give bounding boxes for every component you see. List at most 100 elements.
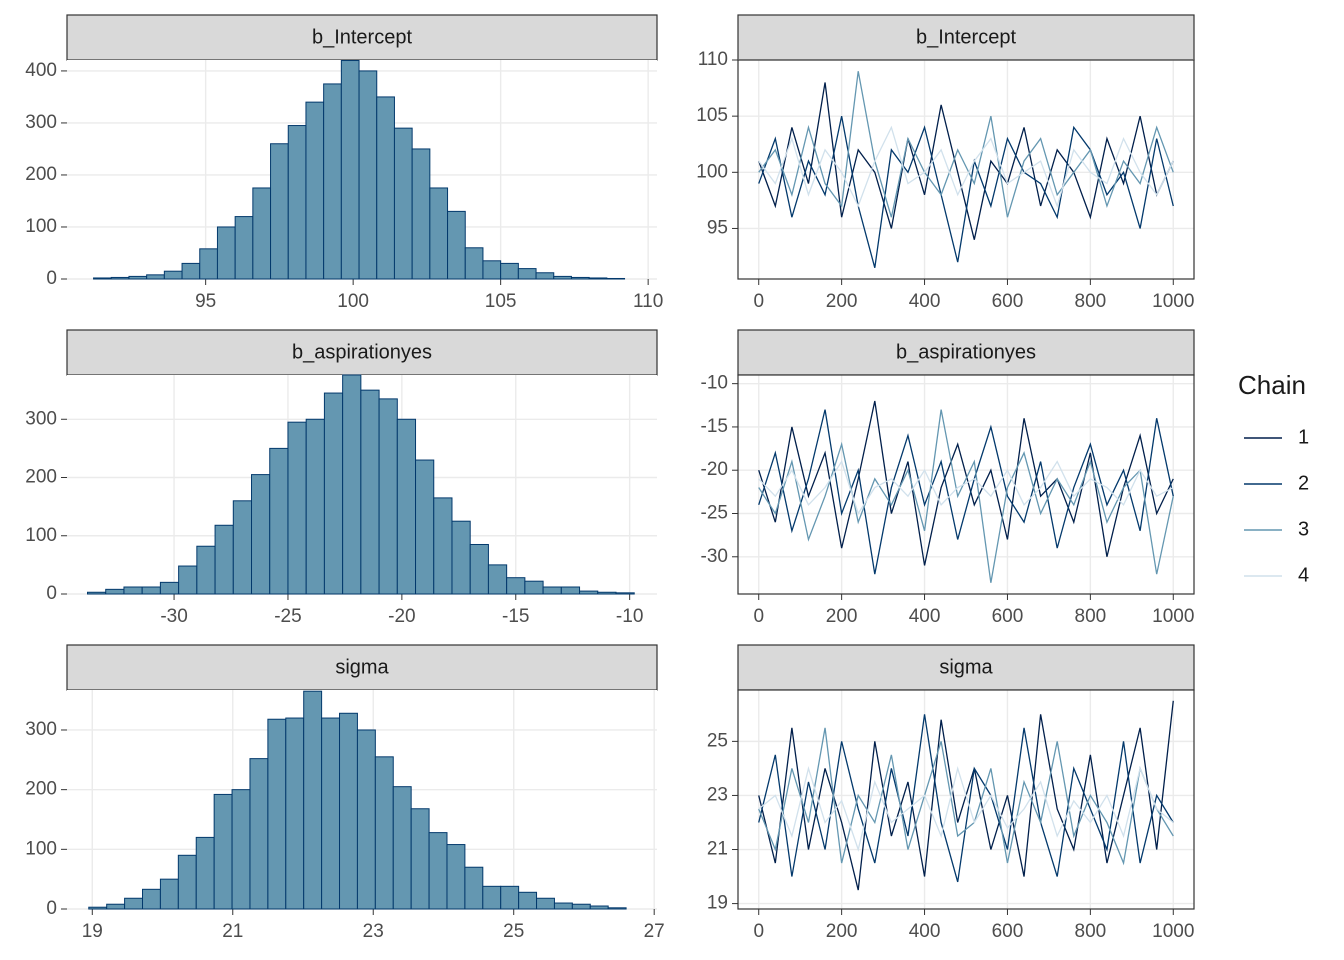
trace-line [758,460,1174,516]
x-tick-label: -30 [160,606,187,627]
y-tick-label: 200 [25,467,57,488]
histogram-bar [360,389,380,595]
x-tick-label: -25 [274,606,301,627]
panel-title: sigma [335,656,389,678]
histogram-bar [252,187,272,280]
x-tick-label: 1000 [1152,921,1194,942]
histogram-bar [464,866,484,910]
histogram-bar [267,718,287,910]
histogram-bar [356,729,376,910]
histogram-bar [553,275,572,280]
trace-line [758,400,1174,566]
histogram-bar [232,500,253,595]
histogram-bar [571,903,591,910]
histogram-bar [196,545,216,595]
y-tick-label: -20 [701,459,728,480]
histogram-bar [415,459,435,595]
x-tick-label: 800 [1075,921,1107,942]
histogram-bar [607,907,627,910]
histogram-bar [146,274,165,280]
histogram-bar [305,418,325,595]
x-tick-label: 600 [992,291,1024,312]
x-tick-label: 100 [337,291,369,312]
x-tick-label: 400 [909,921,941,942]
y-tick-label: 0 [46,583,57,604]
trace-line [758,765,1174,852]
histogram-bar [410,808,430,910]
trace-line [758,71,1174,218]
x-tick-label: 800 [1075,291,1107,312]
trace-line [758,125,1174,209]
histogram-bar [287,125,307,280]
histogram-bar [615,592,635,595]
x-tick-label: 200 [826,921,858,942]
y-tick-label: 110 [698,49,728,70]
y-tick-label: 21 [707,839,728,860]
histogram-bar [214,524,234,595]
trace-line [758,409,1174,583]
histogram-bar [506,577,526,595]
histogram-bar [303,690,323,910]
x-tick-label: 21 [222,921,243,942]
y-tick-label: 95 [707,217,728,238]
histogram-bar [159,878,179,910]
histogram-bar [500,885,520,910]
panel-title: b_aspirationyes [896,341,1036,363]
x-tick-label: 27 [644,921,665,942]
histogram-bar [588,277,608,280]
histogram-bar [251,474,271,595]
histogram-bar [305,101,325,280]
y-tick-label: 105 [696,105,728,126]
y-tick-label: 400 [25,60,57,81]
panel-title: sigma [939,656,993,678]
panel-title: b_aspirationyes [292,341,432,363]
histogram-bar [536,897,555,910]
histogram-bar [433,497,453,595]
x-tick-label: 600 [992,921,1024,942]
trace-line [758,82,1174,240]
histogram-bar [269,447,289,595]
y-tick-label: -25 [701,503,728,524]
y-tick-label: 200 [25,164,57,185]
x-tick-label: 200 [826,291,858,312]
x-tick-label: 400 [909,606,941,627]
y-tick-label: -10 [701,373,728,394]
histogram-bar [451,520,471,595]
legend-label: 4 [1298,564,1309,586]
x-tick-label: 1000 [1152,606,1194,627]
histogram-bar [163,270,183,280]
panel-bg [738,690,1194,909]
x-tick-label: 1000 [1152,291,1194,312]
histogram-bar [231,789,251,910]
histogram-bar [199,248,218,280]
y-tick-label: 100 [696,161,728,182]
x-tick-label: 600 [992,606,1024,627]
histogram-bar [123,586,143,595]
histogram-bar [142,888,161,910]
y-tick-label: 0 [46,268,57,289]
x-tick-label: 0 [753,291,764,312]
y-tick-label: 100 [25,525,57,546]
x-tick-label: 0 [753,606,764,627]
histogram-bar [535,272,555,280]
histogram-bar [87,591,107,595]
histogram-bar [93,277,112,280]
legend-label: 3 [1298,518,1309,540]
x-tick-label: 19 [82,921,103,942]
histogram-bar [181,262,201,280]
x-tick-label: -20 [388,606,415,627]
y-tick-label: 300 [25,719,57,740]
histogram-bar [500,262,519,280]
y-tick-label: -15 [701,416,728,437]
y-tick-label: 100 [25,838,57,859]
legend-label: 1 [1298,426,1309,448]
histogram-bar [378,398,398,595]
panel-title: b_Intercept [312,26,413,48]
histogram-bar [340,60,360,280]
histogram-bar [487,564,508,595]
x-tick-label: 800 [1075,606,1107,627]
histogram-bar [579,590,599,595]
strip [66,644,658,691]
strip [66,14,658,61]
x-tick-label: 400 [909,291,941,312]
